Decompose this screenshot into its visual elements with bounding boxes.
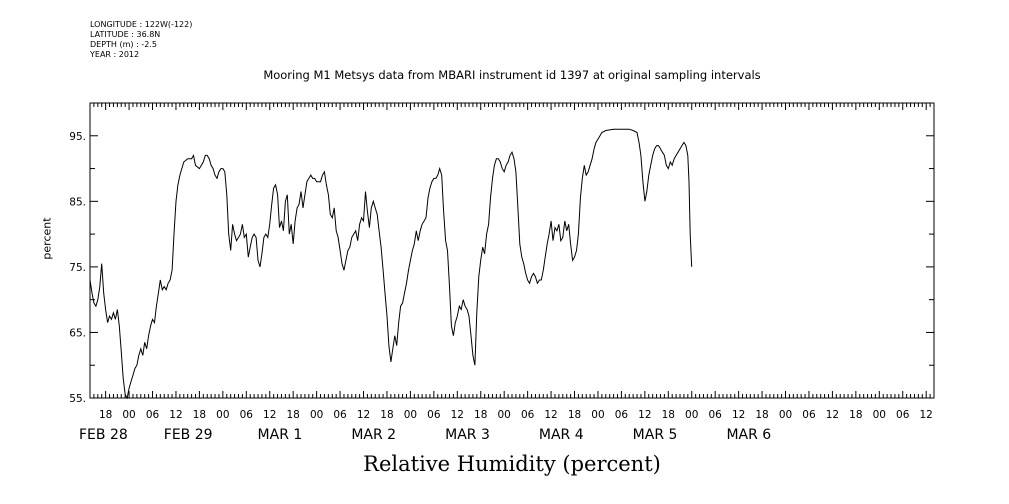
axis-ticks — [89, 102, 935, 399]
x-tick-label: 12 — [638, 409, 651, 421]
x-tick-label: 06 — [146, 409, 160, 421]
x-tick-label: 06 — [521, 409, 535, 421]
y-tick-label: 75. — [69, 262, 86, 274]
x-axis-title: Relative Humidity (percent) — [363, 452, 661, 476]
day-label: MAR 2 — [351, 427, 396, 443]
x-tick-label: 06 — [333, 409, 347, 421]
x-tick-label: 00 — [310, 409, 323, 421]
x-tick-label: 12 — [451, 409, 464, 421]
x-tick-label: 18 — [99, 409, 112, 421]
day-label: MAR 1 — [258, 427, 303, 443]
x-tick-label: 00 — [591, 409, 604, 421]
day-label: MAR 6 — [726, 427, 771, 443]
year-label: YEAR : 2012 — [90, 50, 140, 59]
x-tick-label: 18 — [286, 409, 299, 421]
x-tick-label: 18 — [474, 409, 487, 421]
day-label: MAR 4 — [539, 427, 584, 443]
x-tick-label: 12 — [169, 409, 182, 421]
latitude-label: LATITUDE : 36.8N — [90, 30, 161, 39]
x-tick-label: 12 — [732, 409, 745, 421]
y-tick-label: 65. — [69, 327, 86, 339]
x-tick-label: 00 — [779, 409, 792, 421]
x-tick-label: 12 — [263, 409, 276, 421]
x-tick-label: 12 — [826, 409, 839, 421]
x-tick-label: 18 — [849, 409, 862, 421]
x-tick-label: 12 — [919, 409, 932, 421]
x-tick-label: 06 — [802, 409, 816, 421]
depth-label: DEPTH (m) : -2.5 — [90, 40, 157, 49]
day-label: FEB 29 — [164, 427, 213, 443]
x-tick-label: 00 — [873, 409, 886, 421]
day-label: MAR 3 — [445, 427, 490, 443]
x-tick-label: 12 — [357, 409, 370, 421]
x-tick-label: 18 — [662, 409, 675, 421]
x-tick-label: 06 — [427, 409, 441, 421]
day-label: FEB 28 — [79, 427, 128, 443]
y-tick-labels: 55. 65. 75. 85. 95. — [69, 131, 86, 405]
x-tick-label: 06 — [240, 409, 254, 421]
x-tick-label: 18 — [568, 409, 581, 421]
plot-frame — [89, 102, 935, 399]
x-tick-label: 00 — [216, 409, 229, 421]
x-tick-label: 18 — [380, 409, 393, 421]
x-tick-label: 00 — [685, 409, 698, 421]
x-tick-label: 06 — [615, 409, 629, 421]
humidity-series-line — [89, 128, 693, 400]
x-tick-label: 18 — [193, 409, 206, 421]
day-label: MAR 5 — [633, 427, 678, 443]
y-tick-label: 55. — [69, 393, 86, 405]
location-metadata: LONGITUDE : 122W(-122) LATITUDE : 36.8N … — [90, 20, 192, 60]
x-tick-label: 00 — [122, 409, 135, 421]
x-tick-label: 12 — [544, 409, 557, 421]
x-tick-labels: 18 00 06 12 18 00 06 12 18 00 06 12 18 00 06 12 18 00 06 12… — [99, 409, 933, 421]
y-tick-label: 95. — [69, 131, 86, 143]
x-tick-label: 06 — [708, 409, 722, 421]
x-tick-label: 00 — [404, 409, 417, 421]
x-tick-label: 06 — [896, 409, 910, 421]
y-tick-label: 85. — [69, 196, 86, 208]
chart-title: Mooring M1 Metsys data from MBARI instru… — [263, 68, 761, 82]
x-tick-label: 18 — [755, 409, 768, 421]
x-tick-label: 00 — [497, 409, 510, 421]
day-labels: FEB 28 FEB 29 MAR 1 MAR 2 MAR 3 MAR 4 MAR 5 MAR… — [79, 427, 771, 443]
longitude-label: LONGITUDE : 122W(-122) — [90, 20, 193, 29]
